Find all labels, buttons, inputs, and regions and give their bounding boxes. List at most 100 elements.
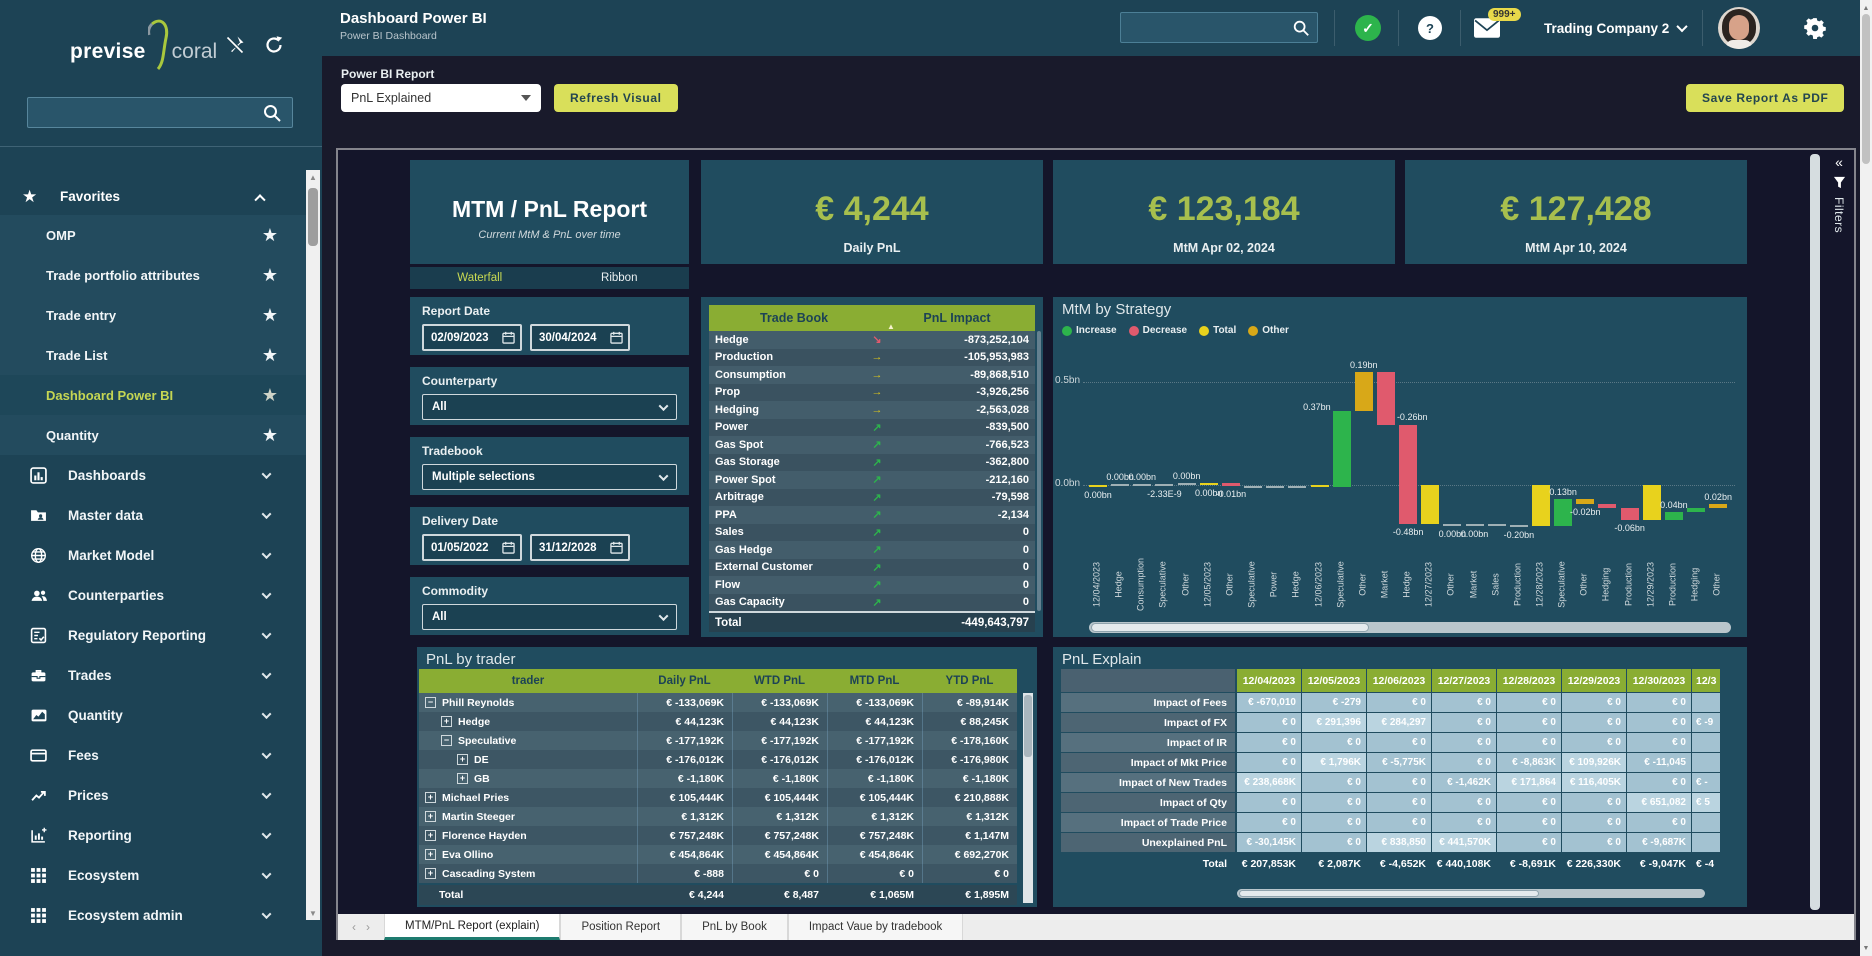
table-row[interactable]: External Customer ↗ 0 (709, 558, 1035, 576)
company-selector[interactable]: Trading Company 2 (1544, 0, 1688, 56)
table-row[interactable]: Impact of Fees € -670,010 € -279 € 0 € 0 € 0 €… (1061, 693, 1721, 713)
table-row[interactable]: + DE € -176,012K € -176,012K € -176,012K € -1… (419, 750, 1017, 769)
table-row[interactable]: Impact of Mkt Price € 0 € 1,796K € -5,775K €… (1061, 753, 1721, 773)
waterfall-bar[interactable] (1199, 483, 1218, 486)
expand-icon[interactable]: + (441, 716, 452, 727)
refresh-icon[interactable] (264, 35, 284, 55)
table-row[interactable]: Impact of Qty € 0 € 0 € 0 € 0 € 0 € 0 € 651,082… (1061, 793, 1721, 813)
waterfall-bar[interactable] (1687, 507, 1706, 512)
scroll-up-icon[interactable]: ▲ (309, 172, 317, 182)
waterfall-bar[interactable] (1310, 485, 1329, 488)
table-row[interactable]: Production → -105,953,983 (709, 348, 1035, 366)
collapse-icon[interactable]: − (425, 697, 436, 708)
waterfall-bar[interactable] (1421, 485, 1440, 525)
table-row[interactable]: + Martin Steeger € 1,312K € 1,312K € 1,312K €… (419, 807, 1017, 826)
favorite-star-icon[interactable]: ★ (261, 344, 278, 365)
legend-item-increase[interactable]: Increase (1062, 325, 1117, 336)
sidebar-item-trade-entry[interactable]: Trade entry ★ (0, 295, 306, 335)
expand-icon[interactable]: + (425, 849, 436, 860)
date-input[interactable]: 01/05/2022 (422, 534, 522, 561)
column-header[interactable]: 12/3 (1692, 669, 1720, 692)
favorite-star-icon[interactable]: ★ (261, 304, 278, 325)
powerbi-report-select[interactable]: PnL Explained (341, 84, 541, 112)
collapse-icon[interactable]: − (441, 735, 452, 746)
tab-next-icon[interactable]: › (366, 920, 370, 934)
legend-item-decrease[interactable]: Decrease (1128, 325, 1187, 336)
table-row[interactable]: + Florence Hayden € 757,248K € 757,248K € 75… (419, 826, 1017, 845)
sidebar-item-quantity[interactable]: Quantity ★ (0, 415, 306, 455)
column-header[interactable]: PnL Impact (923, 311, 991, 325)
table-row[interactable]: Flow ↗ 0 (709, 576, 1035, 594)
sidebar-item-trade-list[interactable]: Trade List ★ (0, 335, 306, 375)
refresh-visual-button[interactable]: Refresh Visual (554, 84, 678, 112)
column-header[interactable]: Trade Book (759, 311, 829, 325)
scrollbar-thumb[interactable] (1024, 695, 1032, 757)
date-input[interactable]: 31/12/2028 (530, 534, 630, 561)
funnel-icon[interactable] (1833, 176, 1846, 189)
waterfall-bar[interactable] (1642, 485, 1661, 521)
save-report-pdf-button[interactable]: Save Report As PDF (1686, 84, 1845, 112)
waterfall-bar[interactable] (1376, 371, 1395, 426)
scroll-down-icon[interactable]: ▼ (1862, 944, 1870, 952)
search-icon[interactable] (262, 103, 292, 123)
pin-off-icon[interactable] (225, 35, 245, 55)
sidebar-item-prices[interactable]: Prices (0, 775, 306, 815)
table-row[interactable]: Gas Spot ↗ -766,523 (709, 436, 1035, 454)
table-row[interactable]: Arbitrage ↗ -79,598 (709, 488, 1035, 506)
expand-icon[interactable]: + (425, 811, 436, 822)
table-row[interactable]: Power ↗ -839,500 (709, 418, 1035, 436)
table-row[interactable]: Impact of Trade Price € 0 € 0 € 0 € 0 € 0 € 0 €… (1061, 813, 1721, 833)
status-check-icon[interactable]: ✓ (1355, 15, 1381, 41)
table-row[interactable]: + Eva Ollino € 454,864K € 454,864K € 454,864… (419, 845, 1017, 864)
column-header[interactable]: MTD PnL (849, 675, 900, 687)
report-tab-position-report[interactable]: Position Report (560, 914, 682, 940)
column-header[interactable]: 12/05/2023 (1302, 669, 1366, 692)
column-header[interactable]: 12/30/2023 (1627, 669, 1691, 692)
table-row[interactable]: Sales ↗ 0 (709, 523, 1035, 541)
table-row[interactable]: PPA ↗ -2,134 (709, 506, 1035, 524)
table-row[interactable]: + Hedge € 44,123K € 44,123K € 44,123K € 88,24… (419, 712, 1017, 731)
table-row[interactable]: + Cascading System € -888 € 0 € 0 € 0 (419, 864, 1017, 883)
filters-pane-label[interactable]: Filters (1832, 197, 1846, 234)
waterfall-bar[interactable] (1509, 525, 1528, 528)
trader-table-header[interactable]: trader Daily PnL WTD PnL MTD PnL YTD PnL (419, 669, 1017, 693)
waterfall-bar[interactable] (1443, 524, 1462, 527)
column-header[interactable]: YTD PnL (945, 675, 994, 687)
report-tab-impact-vaue-by-tradebook[interactable]: Impact Vaue by tradebook (787, 914, 964, 940)
app-logo[interactable]: previse coral (70, 18, 217, 70)
legend-item-total[interactable]: Total (1199, 325, 1236, 336)
global-search[interactable] (1120, 12, 1318, 43)
settings-gear-icon[interactable] (1804, 17, 1826, 39)
sidebar-item-counterparties[interactable]: Counterparties (0, 575, 306, 615)
sidebar-item-dashboard-power-bi[interactable]: Dashboard Power BI ★ (0, 375, 306, 415)
scrollbar-thumb[interactable] (308, 188, 318, 246)
expand-icon[interactable]: + (457, 773, 468, 784)
waterfall-bar[interactable] (1133, 483, 1152, 486)
waterfall-bar[interactable] (1465, 524, 1484, 527)
table-row[interactable]: Gas Hedge ↗ 0 (709, 541, 1035, 559)
date-input[interactable]: 02/09/2023 (422, 324, 522, 351)
sidebar-item-dashboards[interactable]: Dashboards (0, 455, 306, 495)
waterfall-bar[interactable] (1155, 483, 1174, 486)
sidebar-item-master-data[interactable]: Master data (0, 495, 306, 535)
column-header[interactable]: 12/29/2023 (1562, 669, 1626, 692)
sidebar-item-trades[interactable]: Trades (0, 655, 306, 695)
waterfall-bar[interactable] (1089, 485, 1107, 487)
table-row[interactable]: − Phill Reynolds € -133,069K € -133,069K € -… (419, 693, 1017, 712)
favorite-star-icon[interactable]: ★ (261, 384, 278, 405)
global-search-input[interactable] (1121, 20, 1292, 35)
expand-icon[interactable]: + (425, 830, 436, 841)
waterfall-bar[interactable] (1664, 511, 1683, 520)
expand-icon[interactable]: + (425, 868, 436, 879)
help-icon[interactable]: ? (1418, 16, 1442, 40)
filter-select[interactable]: Multiple selections (422, 464, 677, 490)
tab-prev-icon[interactable]: ‹ (352, 920, 356, 934)
table-row[interactable]: Unexplained PnL € -30,145K € 0 € 838,850 € 4… (1061, 833, 1721, 853)
waterfall-bar[interactable] (1709, 503, 1728, 508)
waterfall-bar[interactable] (1554, 499, 1573, 527)
collapse-filters-icon[interactable]: « (1835, 154, 1843, 170)
favorite-star-icon[interactable]: ★ (261, 224, 278, 245)
column-header[interactable]: 12/27/2023 (1432, 669, 1496, 692)
avatar[interactable] (1718, 7, 1760, 49)
table-row[interactable]: Hedging → -2,563,028 (709, 401, 1035, 419)
